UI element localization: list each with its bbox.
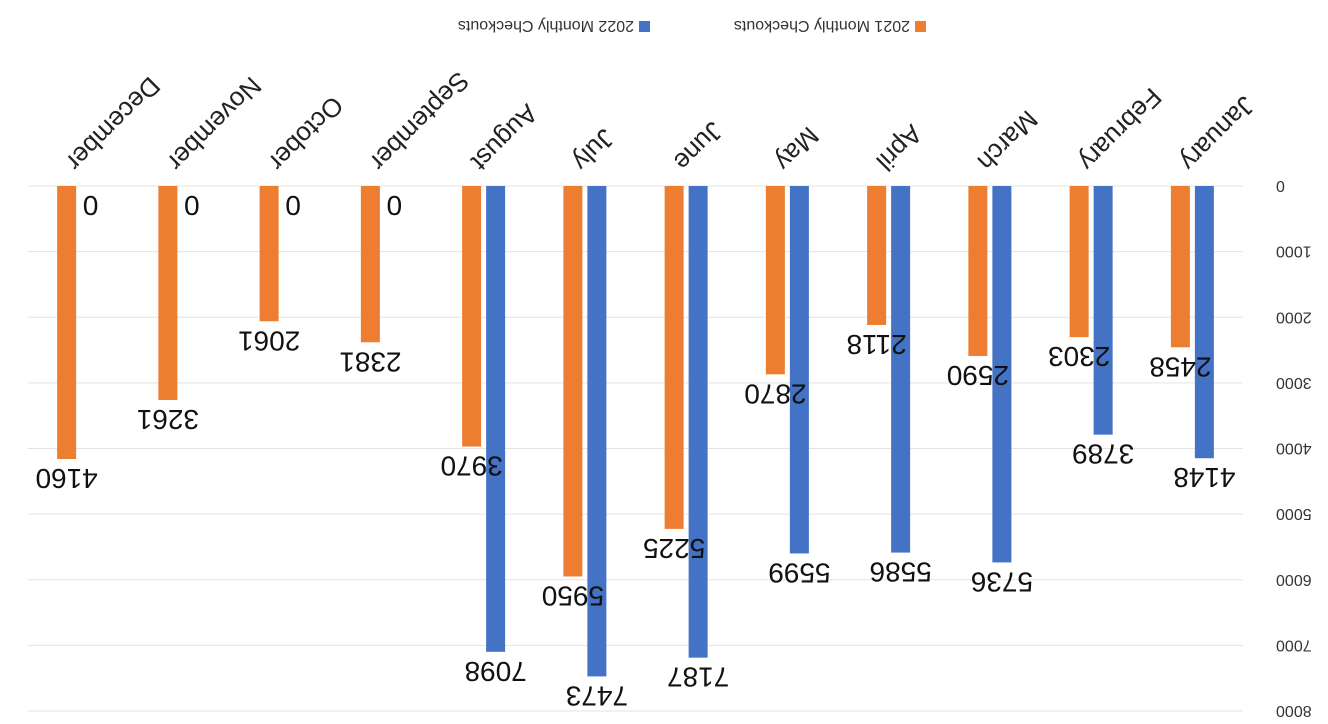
bar-2022 [486, 186, 506, 652]
y-tick-label: 5000 [1276, 505, 1312, 522]
bar-2021 [259, 186, 279, 322]
legend-label: 2022 Monthly Checkouts [458, 17, 634, 34]
bar-2022 [587, 186, 607, 677]
data-label-2022: 7098 [464, 656, 526, 687]
data-label-2021: 2590 [947, 360, 1009, 391]
data-label-2022: 5736 [971, 566, 1033, 597]
data-label-2022: 0 [83, 190, 99, 221]
category-label: August [465, 99, 544, 178]
bar-2021 [1069, 186, 1089, 338]
legend-swatch [639, 21, 650, 32]
bar-2021 [462, 186, 482, 447]
bar-2021 [563, 186, 583, 577]
data-label-2021: 4160 [35, 463, 97, 494]
category-label: June [668, 116, 729, 177]
category-label: May [769, 121, 825, 177]
bar-2022 [1194, 186, 1214, 459]
data-label-2022: 4148 [1173, 462, 1235, 493]
data-label-2022: 5586 [869, 557, 931, 588]
y-tick-label: 3000 [1276, 374, 1312, 391]
bar-2021 [57, 186, 77, 459]
y-tick-label: 8000 [1276, 702, 1312, 719]
data-label-2021: 3261 [137, 404, 199, 435]
y-tick-label: 6000 [1276, 571, 1312, 588]
data-label-2021: 2870 [744, 378, 806, 409]
legend-swatch [915, 21, 926, 32]
bar-2021 [765, 186, 785, 375]
data-label-2022: 3789 [1072, 439, 1134, 470]
data-label-2021: 5950 [542, 580, 604, 611]
data-label-2022: 7473 [566, 680, 628, 711]
data-label-2022: 5599 [768, 557, 830, 588]
y-tick-label: 7000 [1276, 636, 1312, 653]
category-label: February [1073, 82, 1168, 177]
data-label-2022: 0 [285, 190, 301, 221]
bar-2022 [789, 186, 809, 554]
data-label-2022: 0 [387, 190, 403, 221]
bar-2021 [664, 186, 684, 529]
category-label: January [1174, 90, 1261, 177]
y-tick-label: 4000 [1276, 440, 1312, 457]
bar-2022 [688, 186, 708, 658]
bar-2021 [360, 186, 380, 343]
category-label: July [567, 123, 621, 177]
data-label-2021: 2381 [339, 346, 401, 377]
bar-2021 [1170, 186, 1190, 348]
category-label: September [364, 66, 475, 177]
category-label: October [263, 90, 350, 177]
legend-label: 2021 Monthly Checkouts [734, 17, 910, 34]
data-label-2021: 2118 [847, 329, 907, 360]
bar-2022 [1093, 186, 1113, 435]
data-label-2021: 2458 [1149, 351, 1211, 382]
bar-2021 [968, 186, 988, 356]
data-label-2021: 2303 [1048, 341, 1110, 372]
data-label-2021: 2061 [238, 325, 300, 356]
data-label-2021: 3970 [440, 451, 502, 482]
category-label: November [161, 71, 267, 177]
data-label-2022: 7187 [667, 662, 729, 693]
category-label: December [60, 71, 166, 177]
y-tick-label: 2000 [1276, 308, 1312, 325]
category-label: April [870, 119, 928, 177]
data-label-2022: 0 [184, 190, 200, 221]
bar-2022 [891, 186, 911, 553]
y-tick-label: 1000 [1276, 243, 1312, 260]
bar-2022 [992, 186, 1012, 563]
data-label-2021: 5225 [643, 533, 705, 564]
bar-2021 [867, 186, 887, 325]
y-tick-label: 0 [1276, 177, 1285, 194]
category-label: March [972, 105, 1044, 177]
bar-2021 [158, 186, 178, 401]
